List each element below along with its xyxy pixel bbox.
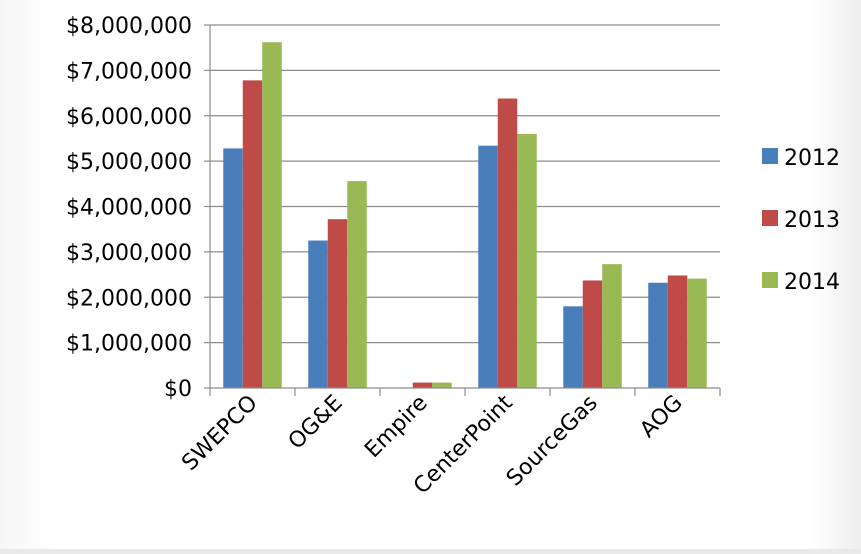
bar-2014-1 [347, 181, 367, 388]
bar-2012-4 [563, 306, 583, 388]
legend-label-2012: 2012 [784, 146, 840, 171]
bar-2012-5 [648, 283, 668, 388]
x-tick-label: Empire [360, 391, 432, 463]
y-tick-label: $5,000,000 [66, 150, 192, 175]
bar-2014-3 [517, 134, 537, 388]
legend-swatch-2013 [762, 210, 778, 226]
x-tick-label: SWEPCO [177, 391, 262, 476]
legend-swatch-2012 [762, 148, 778, 164]
x-tick-label: SourceGas [502, 391, 603, 492]
gridlines [210, 25, 720, 388]
y-tick-label: $1,000,000 [66, 332, 192, 357]
bar-2012-3 [478, 146, 498, 388]
y-tick-label: $8,000,000 [66, 14, 192, 39]
bar-2012-1 [308, 241, 328, 388]
y-axis-ticks: $0 $1,000,000 $2,000,000 $3,000,000 $4,000,0… [66, 14, 210, 402]
bar-2013-4 [583, 280, 603, 388]
legend-label-2014: 2014 [784, 270, 840, 295]
bar-2013-3 [498, 99, 518, 388]
y-tick-label: $2,000,000 [66, 286, 192, 311]
bar-2014-2 [432, 383, 452, 388]
bar-2014-4 [602, 264, 622, 388]
legend-swatch-2014 [762, 272, 778, 288]
bar-2014-5 [687, 279, 707, 388]
bar-2014-0 [262, 42, 282, 388]
y-tick-label: $0 [164, 377, 192, 402]
y-tick-label: $4,000,000 [66, 196, 192, 221]
bar-2013-5 [668, 275, 688, 388]
bar-2013-0 [243, 80, 263, 388]
bar-2013-1 [328, 219, 348, 388]
y-tick-label: $3,000,000 [66, 241, 192, 266]
bar-2012-0 [223, 148, 243, 388]
legend: 2012 2013 2014 [762, 146, 840, 295]
legend-label-2013: 2013 [784, 208, 840, 233]
x-tick-label: OG&E [284, 391, 348, 455]
y-tick-label: $7,000,000 [66, 59, 192, 84]
x-tick-label: AOG [635, 391, 687, 443]
y-tick-label: $6,000,000 [66, 105, 192, 130]
bar-2013-2 [413, 383, 433, 388]
